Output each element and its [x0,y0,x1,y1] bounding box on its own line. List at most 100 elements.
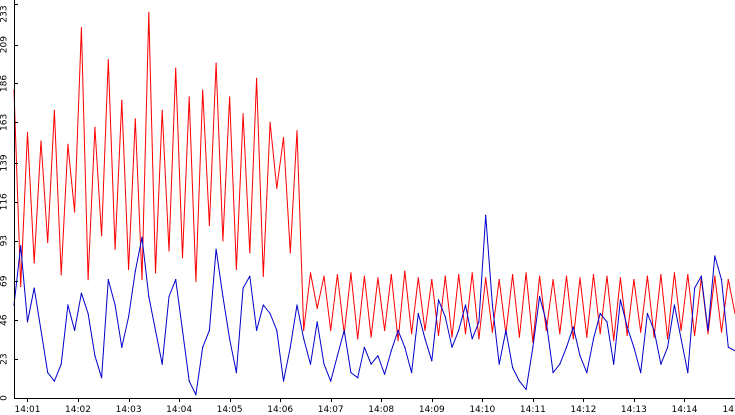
series-1-point-101 [687,274,689,276]
series-1-point-40 [276,187,278,189]
y-tick-label: 186 [0,75,10,92]
series-1-point-29 [202,89,204,91]
series-1-point-15 [107,59,109,61]
series-2-point-75 [511,367,514,369]
series-2-point-38 [262,304,264,306]
series-2-point-8 [60,363,62,365]
series-1-point-99 [673,272,676,274]
series-2-point-17 [121,346,123,348]
series-2-point-2 [20,245,22,247]
series-1-point-51 [350,272,352,274]
series-2-point-47 [323,363,325,365]
series-1-point-58 [397,339,399,342]
series-1-point-14 [101,235,103,237]
series-2-point-76 [518,380,521,382]
series-1-point-90 [613,339,615,342]
series-2-point-9 [67,304,69,306]
series-2-point-27 [188,380,190,382]
series-2-point-37 [256,329,258,331]
series-2-point-24 [168,295,170,298]
series-2-point-74 [505,329,507,331]
series-2-point-60 [411,372,413,374]
x-tick-label: 14:13 [621,405,647,415]
series-1-point-54 [370,336,372,338]
series-2-point-4 [33,287,35,289]
series-1-point-21 [148,11,150,14]
series-1-point-107 [727,279,729,281]
series-1-point-89 [606,275,608,277]
series-1-point-3 [26,131,29,134]
series-1-point-55 [377,277,379,279]
series-1-point-30 [208,224,210,227]
series-2-point-16 [114,304,116,306]
y-tick-label: 233 [0,5,10,22]
series-1-point-85 [579,277,581,279]
series-2-point-13 [94,355,96,357]
series-1-point-68 [464,333,467,335]
series-2-point-39 [269,312,271,315]
series-2-point-56 [384,373,386,375]
series-1-point-42 [289,252,291,254]
series-2-point-32 [222,295,224,298]
series-2-point-20 [141,236,143,238]
series-1-point-22 [154,272,157,274]
series-1-point-56 [384,329,386,331]
series-2-point-52 [357,377,359,379]
series-2-point-88 [599,312,601,315]
series-1-point-26 [181,257,184,259]
series-2-point-59 [404,346,406,348]
series-1-point-17 [121,99,123,101]
series-1-point-100 [680,329,682,331]
series-1-point-92 [626,334,628,336]
series-2-point-14 [101,377,103,379]
series-2-point-105 [714,255,716,257]
series-2-point-55 [377,355,379,357]
series-2-point-22 [154,329,157,331]
series-2-point-100 [680,338,682,340]
series-1-point-87 [592,274,595,276]
series-2-point-81 [552,372,554,374]
y-tick-label: 0 [0,395,10,401]
series-2-point-12 [87,312,89,315]
series-1-point-27 [188,96,190,98]
series-1-point-75 [511,274,514,276]
x-tick-label: 14:10 [469,405,495,415]
series-2-point-31 [215,248,217,250]
series-1-point-2 [20,285,22,287]
x-tick-label: 14:11 [520,405,546,415]
series-2-point-68 [464,304,467,306]
series-1-point-41 [282,137,285,139]
y-tick-label: 23 [0,353,10,364]
x-tick-label: 14:04 [166,405,192,415]
series-1-point-35 [242,113,244,115]
x-tick-label: 14:12 [570,405,596,415]
y-tick-label: 46 [0,314,10,326]
series-2-point-7 [53,380,56,382]
series-1-point-83 [565,275,568,277]
series-2-point-107 [727,346,729,348]
series-2-point-71 [485,214,487,216]
series-2-point-57 [390,350,392,352]
series-2-point-89 [606,321,608,323]
y-tick-label: 139 [0,154,10,171]
series-1-point-70 [478,338,480,340]
series-2-point-98 [667,346,669,348]
series-2-point-101 [687,372,689,374]
series-2-point-26 [181,329,184,331]
series-1-point-57 [390,274,392,276]
x-tick-label: 14 [723,405,735,415]
y-tick-label: 69 [0,275,10,287]
series-1-point-46 [316,307,318,309]
x-tick-label: 14:06 [267,405,293,415]
series-2-point-50 [343,329,345,331]
x-tick-label: 14:03 [116,405,142,415]
series-2-point-34 [235,372,237,374]
series-1-point-52 [357,338,359,340]
series-1-point-104 [707,333,709,335]
series-1-point-45 [309,272,312,274]
series-2-point-51 [350,372,352,374]
series-2-point-66 [451,346,453,348]
series-2-point-96 [653,329,655,331]
series-2-point-95 [646,312,649,315]
